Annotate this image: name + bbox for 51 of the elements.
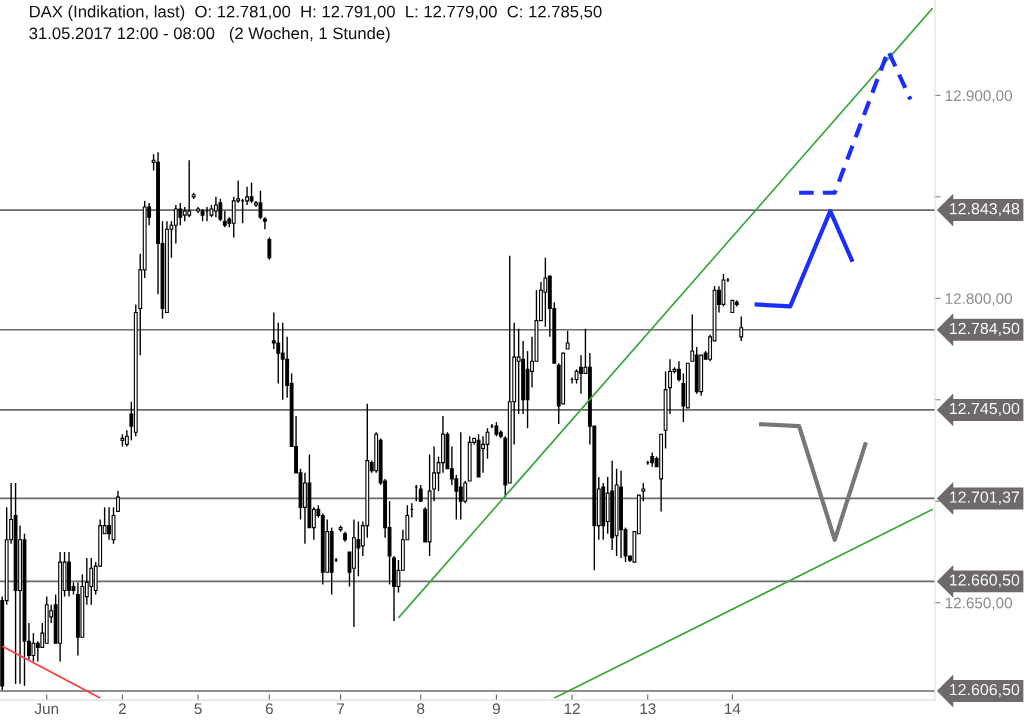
candlestick [516, 328, 521, 415]
line-series [752, 208, 855, 309]
x-tick-label: 12 [564, 703, 580, 714]
chart-title: DAX (Indikation, last) O: 12.781,00 H: 12.791,00 L: 12.779,00 C: 12.785,50 [30, 5, 602, 21]
x-tick-label: 8 [417, 703, 425, 715]
ref-line-label: 12.660,50 [950, 574, 1020, 588]
candlestick [173, 204, 178, 245]
ref-line-label: 12.843,48 [950, 203, 1020, 217]
candlestick [245, 186, 250, 206]
candlestick [463, 480, 468, 504]
candlestick [262, 216, 267, 231]
x-tick-label: 13 [640, 703, 656, 715]
candlestick [543, 257, 548, 328]
candlestick [280, 321, 285, 401]
candlestick [213, 196, 218, 218]
candlestick [187, 159, 192, 218]
candlestick [218, 198, 223, 222]
candlestick [739, 315, 744, 342]
y-tick-label: 12.800,00 [945, 293, 1012, 306]
candlestick [89, 557, 94, 606]
ref-line-label: 12.606,50 [950, 683, 1020, 698]
line-series [756, 422, 868, 542]
y-tick-label: 12.900,00 [945, 90, 1012, 103]
candlestick [458, 431, 463, 521]
candlestick [107, 506, 112, 541]
x-tick-label: Jun [34, 703, 59, 715]
candlestick [178, 202, 183, 226]
candlestick [116, 490, 120, 513]
candlestick [249, 181, 254, 204]
candlestick [271, 311, 276, 350]
candlestick [676, 360, 681, 383]
candlestick [240, 198, 245, 224]
x-tick-label: 5 [194, 703, 202, 715]
ref-line-label: 12.701,37 [950, 491, 1020, 505]
candlestick [258, 190, 263, 220]
x-tick-label: 6 [265, 703, 273, 715]
candlestick [222, 210, 227, 228]
x-tick-label: 7 [337, 703, 345, 714]
x-tick-label: 2 [118, 703, 126, 714]
candlestick [31, 632, 36, 663]
ref-line-label: 12.745,00 [950, 402, 1020, 417]
candlestick [641, 482, 646, 502]
y-tick-label: 12.650,00 [945, 597, 1012, 611]
text: 31.05.2017 12:00 - 08:00 (2 Wochen, 1 Stunde) [29, 26, 390, 43]
x-tick-label: 14 [725, 703, 741, 714]
ref-line-label: 12.784,50 [950, 322, 1020, 336]
candlestick [267, 236, 272, 261]
candlestick [276, 321, 281, 385]
x-tick-label: 9 [492, 703, 500, 715]
candlestick [565, 330, 570, 350]
candlestick [356, 520, 361, 578]
